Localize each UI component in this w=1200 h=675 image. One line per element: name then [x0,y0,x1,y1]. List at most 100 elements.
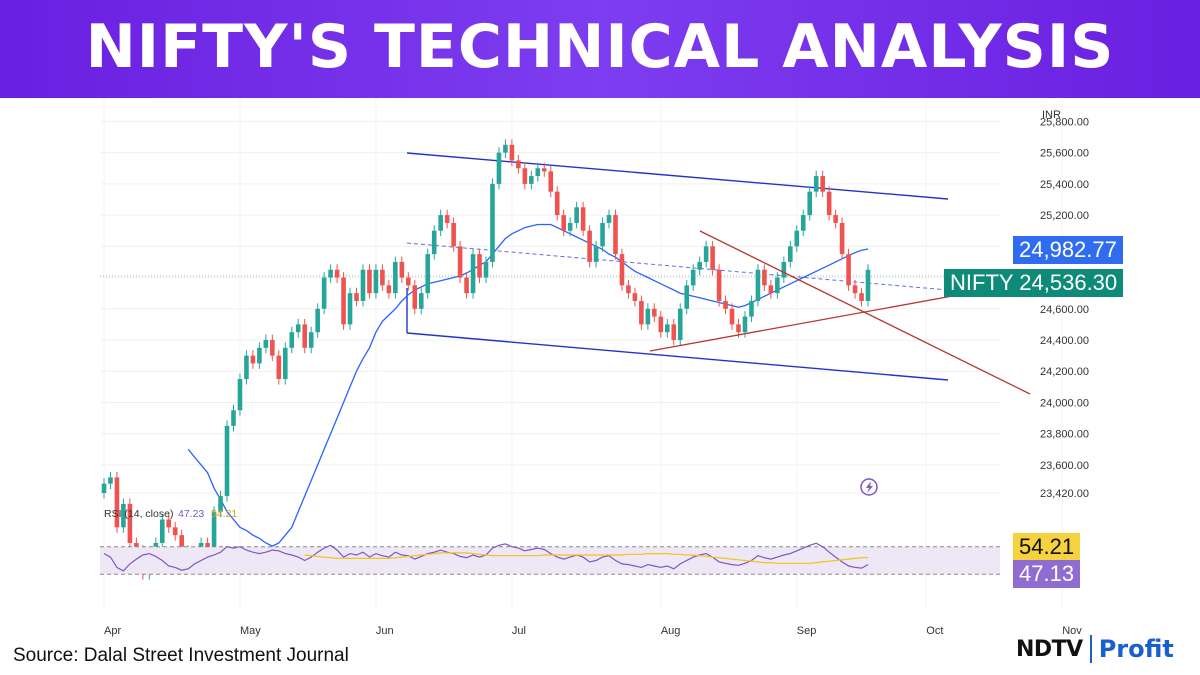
x-tick-label: Jul [512,625,526,637]
candle-body [386,285,392,294]
candle-body [613,215,618,255]
candle-body [600,222,605,247]
lightning-icon[interactable] [860,478,878,496]
candle-body [282,347,288,380]
candle-body [302,324,308,348]
candle-body [677,308,683,340]
candle-body [503,144,508,153]
y-tick-label: 25,400.00 [1040,179,1089,191]
candle-body [788,246,793,262]
candle-body [406,277,411,286]
candle-body [859,293,864,301]
candle-body [347,293,353,325]
candle-body [166,519,172,528]
trend-support [649,290,981,352]
candle-body [697,261,702,270]
candle-body [561,215,566,231]
candle-body [179,535,184,551]
y-tick-label: 23,800.00 [1040,429,1089,441]
rsi-band [100,546,1000,575]
rsi-value-label: 47.23 [178,508,204,520]
candle-body [418,293,424,309]
candle-body [852,285,858,294]
candle-body [652,308,657,317]
candle-body [690,269,696,286]
banner-title: NIFTY'S TECHNICAL ANALYSIS [85,12,1115,82]
candle-body [470,254,476,294]
candle-body [477,254,482,278]
brand-name: NDTV [1016,636,1083,662]
candle-body [516,160,521,169]
y-tick-label: 24,600.00 [1040,304,1089,316]
candle-body [606,215,612,223]
candle-body [684,285,690,309]
candle-body [328,269,333,278]
trend-resistance [699,230,1031,395]
candle-body [781,261,787,278]
candle-body [703,246,709,262]
candle-body [425,254,431,294]
candle-body [794,230,800,247]
candle-body [114,477,120,528]
candle-body [237,379,243,411]
candle-body [535,168,541,177]
candle-body [341,277,346,325]
candle-body [393,261,398,294]
candle-body [270,339,275,356]
candle-body [645,308,651,325]
candle-body [263,339,269,348]
candle-body [619,254,625,286]
candle-body [865,269,871,301]
y-tick-label: 23,420.00 [1040,488,1089,500]
candle-body [172,527,178,536]
candle-body [308,332,314,348]
candle-body [839,222,845,255]
candle-body [833,215,838,223]
candle-body [276,355,282,380]
candle-body [554,191,560,216]
candle-body [224,425,230,497]
candle-body [716,269,722,301]
candle-body [108,477,113,484]
y-tick-label: 23,600.00 [1040,460,1089,472]
candle-body [295,324,301,333]
candle-body [367,269,372,294]
candle-body [522,168,528,184]
candle-body [626,285,631,294]
candle-body [807,191,813,216]
candle-body [231,410,236,426]
candle-body [755,269,761,301]
candle-body [121,503,126,528]
symbol-label: NIFTY [950,270,1014,295]
candle-body [457,246,463,278]
x-tick-label: Sep [797,625,817,637]
candle-body [593,246,599,262]
candle-body [315,308,320,333]
candle-body [639,300,644,325]
channel-upper [406,152,949,200]
y-tick-label: 25,600.00 [1040,148,1089,160]
x-tick-label: Jun [376,625,394,637]
candle-body [742,316,748,333]
channel-lower [406,332,949,381]
candle-body [244,355,249,380]
rsi-badge: 47.13 [1013,560,1081,588]
currency-label: INR [1042,109,1061,121]
candle-body [412,285,418,309]
candle-body [580,207,586,231]
candle-body [159,519,165,543]
candle-body [658,316,664,333]
candle-body [334,269,340,278]
ma-price-badge: 24,982.77 [1013,236,1123,264]
candle-body [101,483,107,493]
candle-body [211,511,217,551]
candle-body [529,176,534,184]
candle-body [380,269,385,286]
candle-body [632,293,638,301]
x-tick-label: Oct [926,625,943,637]
candle-body [218,496,223,512]
x-tick-label: Apr [104,625,121,637]
brand-sub: Profit [1098,635,1174,663]
candle-body [438,215,443,231]
candle-body [664,324,670,333]
